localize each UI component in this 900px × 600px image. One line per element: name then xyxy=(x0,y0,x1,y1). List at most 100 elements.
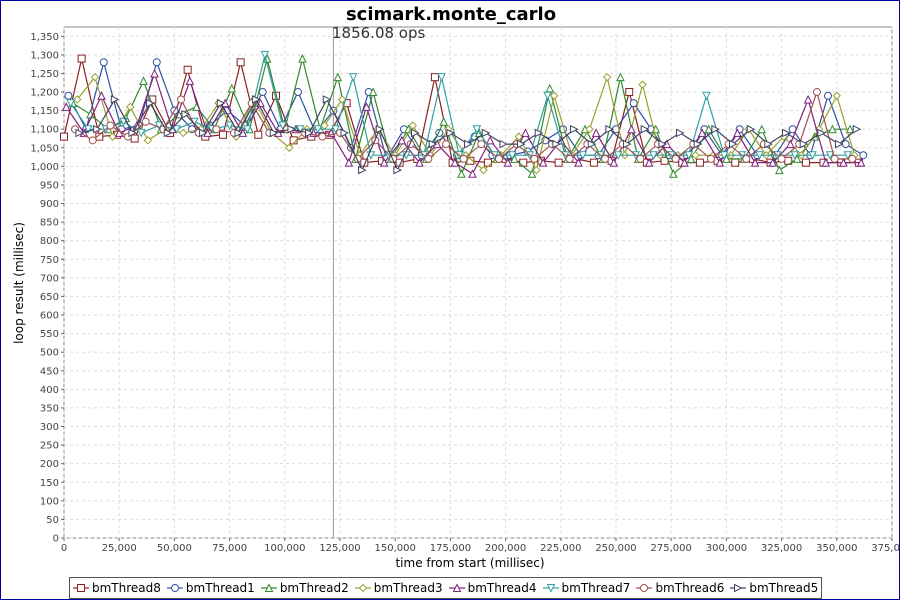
legend-label: bmThread5 xyxy=(749,581,819,595)
data-point xyxy=(680,158,689,167)
data-point xyxy=(589,158,598,167)
data-point xyxy=(832,91,842,100)
data-point xyxy=(543,91,552,101)
data-point xyxy=(616,72,625,82)
data-point xyxy=(530,154,539,163)
y-tick-label: 500 xyxy=(40,348,59,359)
data-point xyxy=(441,140,450,149)
data-point xyxy=(821,158,831,167)
data-point xyxy=(150,68,159,78)
legend-swatch-marker xyxy=(452,583,461,592)
x-tick-label: 325,000 xyxy=(761,543,802,554)
data-point xyxy=(64,91,73,100)
data-point xyxy=(181,110,191,119)
data-point xyxy=(517,139,526,149)
data-point xyxy=(669,169,678,178)
x-tick-label: 200,000 xyxy=(485,543,526,554)
data-point xyxy=(764,139,773,149)
data-point xyxy=(483,158,492,167)
data-point xyxy=(83,125,93,134)
data-point xyxy=(649,151,658,160)
data-point xyxy=(613,151,623,160)
data-point xyxy=(340,128,350,138)
x-tick-label: 75,000 xyxy=(212,543,247,554)
data-point xyxy=(457,169,466,178)
ops-annotation: 1856.08 ops xyxy=(332,24,425,42)
x-tick-label: 150,000 xyxy=(375,543,416,554)
data-point xyxy=(697,128,707,137)
data-point xyxy=(415,158,424,167)
data-point xyxy=(128,128,138,138)
data-point xyxy=(379,158,389,167)
y-tick-label: 750 xyxy=(40,255,59,266)
data-point xyxy=(817,128,826,138)
data-point xyxy=(287,124,297,134)
data-point xyxy=(108,132,117,141)
data-point xyxy=(183,65,192,74)
data-point xyxy=(755,151,764,160)
data-point xyxy=(227,83,237,93)
plot-area xyxy=(63,26,893,539)
data-point xyxy=(318,132,327,141)
data-point xyxy=(830,154,839,163)
data-point xyxy=(225,121,234,131)
data-point xyxy=(479,165,488,175)
data-point xyxy=(742,154,751,163)
data-point xyxy=(130,134,139,143)
y-tick-label: 300 xyxy=(40,422,59,433)
y-tick-label: 950 xyxy=(40,180,59,191)
legend-label: bmThread6 xyxy=(655,581,725,595)
data-point xyxy=(411,128,420,138)
data-point xyxy=(459,154,468,163)
legend-label: bmThread1 xyxy=(185,581,255,595)
data-point xyxy=(141,117,150,126)
data-point xyxy=(437,73,446,82)
y-tick-label: 200 xyxy=(40,459,59,470)
data-point xyxy=(172,125,181,134)
legend-swatch-marker xyxy=(734,583,743,593)
data-point xyxy=(695,158,704,167)
axes: 0 50 100 150 200 250 300 350 400 450 500 550 600 650 7… xyxy=(30,32,899,554)
data-point xyxy=(494,154,503,163)
data-point xyxy=(538,158,548,167)
data-point xyxy=(638,80,647,89)
data-point xyxy=(848,154,857,163)
data-point xyxy=(852,124,862,134)
data-point xyxy=(623,139,632,149)
data-point xyxy=(375,124,385,134)
data-point xyxy=(782,128,791,138)
data-point xyxy=(514,132,524,141)
data-point xyxy=(468,169,477,178)
data-point xyxy=(338,95,347,104)
data-point xyxy=(722,154,731,163)
data-point xyxy=(143,136,153,145)
data-point xyxy=(348,73,358,82)
data-point xyxy=(95,132,104,141)
y-tick-label: 400 xyxy=(40,385,59,396)
y-tick-label: 1,050 xyxy=(30,143,59,154)
x-tick-label: 350,000 xyxy=(816,543,857,554)
data-point xyxy=(199,128,208,138)
data-point xyxy=(139,76,148,85)
y-tick-label: 0 xyxy=(53,534,59,545)
data-point xyxy=(60,132,68,141)
y-tick-label: 600 xyxy=(40,311,59,322)
y-tick-label: 100 xyxy=(40,496,59,507)
legend-label: bmThread4 xyxy=(467,581,537,595)
chart-title: scimark.monte_carlo xyxy=(346,4,556,25)
data-point xyxy=(313,125,323,134)
data-point xyxy=(450,158,460,167)
data-point xyxy=(629,99,638,108)
data-point xyxy=(295,125,305,134)
data-point xyxy=(746,124,756,134)
series-bmThread5 xyxy=(75,95,862,175)
data-point xyxy=(216,98,226,108)
legend-item-bmThread2: bmThread2 xyxy=(260,581,349,595)
legend-label: bmThread8 xyxy=(92,581,161,595)
legend-swatch xyxy=(542,584,559,593)
data-point xyxy=(90,72,100,82)
data-point xyxy=(600,154,609,163)
data-point xyxy=(503,158,513,167)
data-point xyxy=(446,128,456,138)
data-point xyxy=(591,128,601,137)
